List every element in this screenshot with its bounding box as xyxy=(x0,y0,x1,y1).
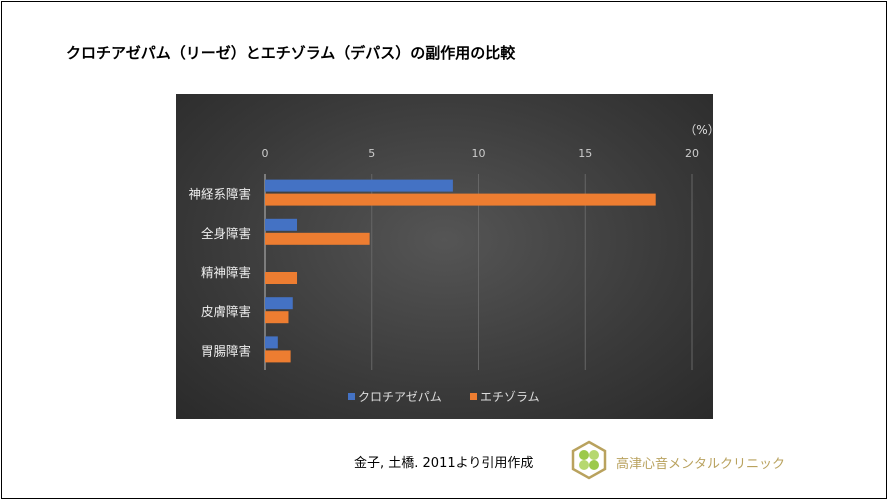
x-tick-label: 0 xyxy=(262,147,269,160)
x-tick-label: 5 xyxy=(368,147,375,160)
category-label: 神経系障害 xyxy=(188,187,251,202)
legend-swatch xyxy=(470,393,477,400)
bar-clotiazepam xyxy=(265,179,453,192)
legend-label: エチゾラム xyxy=(480,390,540,404)
bar-etizolam xyxy=(265,193,656,206)
category-label: 皮膚障害 xyxy=(201,304,251,319)
bar-clotiazepam xyxy=(265,336,278,349)
legend-label: クロチアゼパム xyxy=(358,390,442,404)
clinic-logo-icon xyxy=(571,440,607,480)
source-citation: 金子, 土橋. 2011より引用作成 xyxy=(354,456,534,471)
x-tick-label: 20 xyxy=(685,147,699,160)
category-label: 全身障害 xyxy=(201,226,251,241)
x-tick-label: 10 xyxy=(472,147,486,160)
legend-swatch xyxy=(348,393,355,400)
bar-clotiazepam xyxy=(265,218,298,231)
bar-etizolam xyxy=(265,232,370,245)
bar-clotiazepam xyxy=(265,297,293,310)
x-tick-label: 15 xyxy=(578,147,592,160)
bar-etizolam xyxy=(265,350,291,363)
bar-etizolam xyxy=(265,272,298,284)
bar-etizolam xyxy=(265,311,289,324)
category-label: 胃腸障害 xyxy=(201,343,251,358)
slide-title: クロチアゼパム（リーゼ）とエチゾラム（デパス）の副作用の比較 xyxy=(66,44,516,62)
clinic-name: 高津心音メンタルクリニック xyxy=(616,457,786,472)
unit-label: （%） xyxy=(684,123,713,137)
category-label: 精神障害 xyxy=(201,265,251,280)
